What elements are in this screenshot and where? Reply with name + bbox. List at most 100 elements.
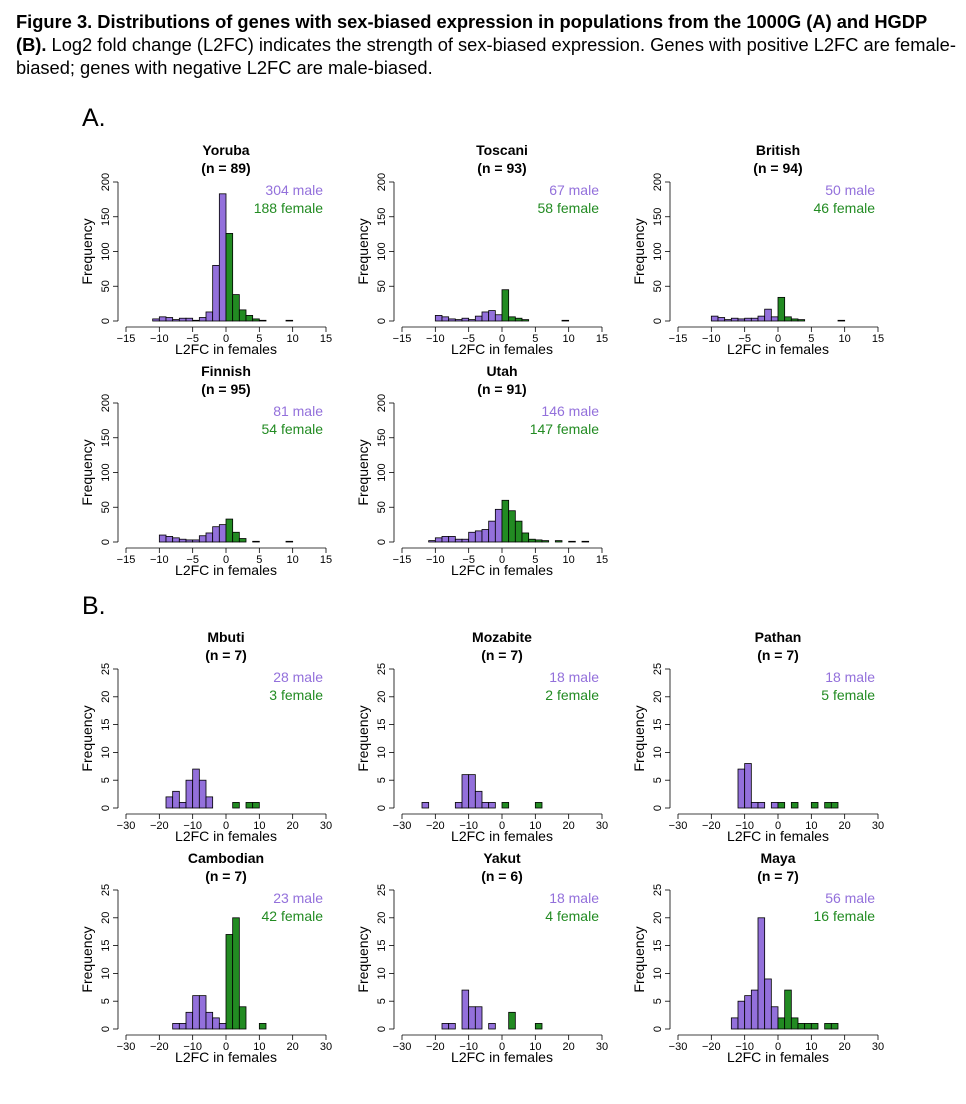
y-tick-label: 0: [100, 1026, 112, 1032]
female-bar: [521, 319, 530, 322]
x-axis-label: L2FC in females: [727, 341, 829, 357]
x-tick-label: −30: [117, 820, 136, 832]
male-bar: [717, 317, 726, 322]
male-bar: [172, 537, 180, 543]
panel-title: Maya: [760, 850, 795, 866]
x-tick-label: 0: [223, 554, 229, 566]
male-bar: [448, 1023, 456, 1030]
male-bar: [474, 315, 483, 322]
x-tick-label: −10: [183, 820, 202, 832]
x-axis-label: L2FC in females: [451, 1049, 553, 1065]
x-tick-label: 20: [287, 820, 299, 832]
male-bar: [724, 319, 732, 322]
x-tick-label: −30: [669, 1041, 688, 1053]
x-tick-label: 20: [839, 1041, 851, 1053]
female-bar: [285, 540, 294, 543]
x-tick-label: −20: [702, 820, 721, 832]
y-tick-label: 25: [652, 663, 664, 675]
male-bar: [165, 317, 174, 322]
male-count-label: 304 male: [265, 182, 323, 198]
male-bar: [192, 539, 200, 543]
y-tick-label: 25: [652, 884, 664, 896]
x-tick-label: 0: [499, 820, 505, 832]
female-count-label: 188 female: [254, 200, 323, 216]
x-tick-label: 10: [287, 554, 299, 566]
x-tick-label: −30: [669, 820, 688, 832]
y-tick-label: 0: [652, 318, 664, 324]
x-tick-label: 30: [320, 820, 332, 832]
y-tick-label: 0: [100, 318, 112, 324]
female-bar: [285, 319, 294, 322]
female-bar: [534, 1023, 543, 1030]
x-tick-label: 10: [839, 333, 851, 345]
female-bar: [830, 1023, 839, 1030]
female-count-label: 58 female: [538, 200, 600, 216]
x-tick-label: −10: [150, 554, 169, 566]
x-tick-label: −10: [459, 820, 478, 832]
x-tick-label: 20: [563, 820, 575, 832]
male-bar: [198, 535, 207, 543]
y-tick-label: 0: [652, 1026, 664, 1032]
x-tick-label: 20: [563, 1041, 575, 1053]
y-tick-label: 200: [100, 173, 112, 191]
panel-subtitle: (n = 7): [757, 868, 799, 884]
x-tick-label: 30: [596, 1041, 608, 1053]
female-bar: [784, 316, 792, 322]
y-tick-label: 10: [376, 746, 388, 758]
female-count-label: 147 female: [530, 421, 599, 437]
male-bar: [494, 508, 503, 543]
x-tick-label: 0: [499, 333, 505, 345]
female-bar: [508, 1011, 516, 1030]
female-bar: [824, 802, 832, 809]
y-tick-label: 25: [376, 884, 388, 896]
male-bar: [192, 995, 200, 1030]
x-tick-label: 0: [223, 820, 229, 832]
panel-subtitle: (n = 93): [477, 160, 526, 176]
x-tick-label: −5: [462, 554, 475, 566]
y-tick-label: 200: [100, 394, 112, 412]
female-bar: [568, 540, 576, 543]
male-count-label: 67 male: [549, 182, 599, 198]
panel-subtitle: (n = 95): [201, 381, 250, 397]
caption-text: Log2 fold change (L2FC) indicates the st…: [16, 34, 956, 78]
histogram-panel: Toscani (n = 93) −15 −10 −5 0 5 10 15 L2FC in fem…: [355, 142, 608, 357]
male-bar: [770, 802, 779, 809]
y-tick-label: 5: [652, 998, 664, 1004]
x-tick-label: 10: [287, 333, 299, 345]
y-tick-label: 10: [652, 746, 664, 758]
y-tick-label: 25: [100, 663, 112, 675]
panel-title: Yoruba: [202, 142, 249, 158]
male-bar: [750, 802, 759, 809]
y-tick-label: 100: [100, 242, 112, 260]
male-bar: [461, 989, 470, 1030]
x-tick-label: 10: [563, 333, 575, 345]
y-tick-label: 20: [652, 691, 664, 703]
male-bar: [481, 529, 490, 543]
female-bar: [824, 1023, 832, 1030]
x-tick-label: −30: [117, 1041, 136, 1053]
y-axis-label: Frequency: [631, 926, 647, 992]
y-axis-label: Frequency: [631, 705, 647, 771]
y-tick-label: 20: [376, 912, 388, 924]
y-tick-label: 15: [100, 718, 112, 730]
female-bar: [790, 1017, 799, 1030]
male-bar: [218, 1023, 227, 1030]
male-bar: [218, 524, 227, 543]
female-bar: [561, 319, 570, 322]
histogram-panel: Yakut (n = 6) −30 −20 −10 0 10 20 30 L2FC in fema…: [355, 850, 608, 1065]
female-bar: [777, 1017, 786, 1030]
x-tick-label: −5: [738, 333, 751, 345]
panel-title: Finnish: [201, 363, 251, 379]
histogram-panel: British (n = 94) −15 −10 −5 0 5 10 15 L2FC in fem…: [631, 142, 884, 357]
x-axis-label: L2FC in females: [727, 1049, 829, 1065]
y-tick-label: 0: [376, 539, 388, 545]
male-bar: [461, 317, 470, 322]
male-bar: [212, 1017, 220, 1030]
female-bar: [508, 510, 516, 543]
panel-title: Toscani: [476, 142, 528, 158]
male-bar: [468, 1006, 476, 1030]
x-tick-label: 5: [808, 333, 814, 345]
male-count-label: 50 male: [825, 182, 875, 198]
female-bar: [252, 540, 260, 543]
male-bar: [468, 531, 476, 543]
